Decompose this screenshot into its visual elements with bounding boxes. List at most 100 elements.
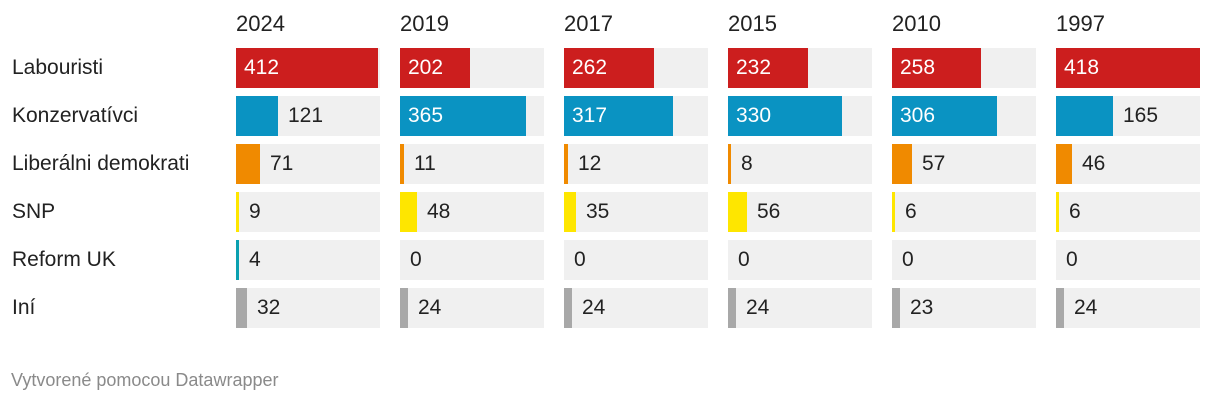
value-label: 418 (1064, 56, 1100, 79)
bar (1056, 96, 1113, 136)
column-header-1997: 1997 (1056, 11, 1105, 36)
value-label: 35 (586, 200, 610, 223)
cell-background (400, 144, 544, 184)
bar (1056, 144, 1072, 184)
bar (400, 48, 470, 88)
bar (728, 144, 731, 184)
value-label: 71 (270, 152, 294, 175)
row-label: SNP (12, 200, 56, 223)
row-label: Labouristi (12, 56, 104, 79)
cell-background (400, 288, 544, 328)
value-label: 57 (922, 152, 946, 175)
cell-background (892, 144, 1036, 184)
cell-background (1056, 240, 1200, 280)
value-label: 24 (1074, 296, 1098, 319)
bar (400, 144, 404, 184)
cell-background (1056, 192, 1200, 232)
value-label: 0 (574, 248, 586, 271)
cell-background (892, 288, 1036, 328)
value-label: 202 (408, 56, 444, 79)
value-label: 306 (900, 104, 936, 127)
bar (400, 96, 526, 136)
cell-background (236, 144, 380, 184)
value-label: 330 (736, 104, 772, 127)
cell-background (564, 144, 708, 184)
bar (564, 48, 654, 88)
cell-background (892, 192, 1036, 232)
bar (728, 192, 747, 232)
row-label: Iní (12, 296, 36, 319)
column-header-2017: 2017 (564, 11, 613, 36)
value-label: 48 (427, 200, 451, 223)
value-label: 24 (582, 296, 606, 319)
row-label: Konzervatívci (12, 104, 139, 127)
cell-background (400, 240, 544, 280)
value-label: 6 (905, 200, 917, 223)
cell-background (892, 240, 1036, 280)
bar (892, 48, 981, 88)
bar (236, 48, 378, 88)
cell-background (728, 192, 872, 232)
bar (1056, 48, 1200, 88)
bar (564, 288, 572, 328)
cell-background (236, 240, 380, 280)
row-label: Liberálni demokrati (12, 152, 190, 175)
bar (564, 96, 673, 136)
bar (892, 192, 895, 232)
bar (1056, 192, 1059, 232)
bar (892, 144, 912, 184)
bar (400, 192, 417, 232)
value-label: 121 (288, 104, 324, 127)
value-label: 9 (249, 200, 261, 223)
value-label: 32 (257, 296, 281, 319)
cell-background (564, 240, 708, 280)
value-label: 8 (741, 152, 753, 175)
bar (892, 288, 900, 328)
cell-background (564, 288, 708, 328)
cell-background (236, 288, 380, 328)
cell-background (400, 192, 544, 232)
value-label: 317 (572, 104, 608, 127)
cell-background (728, 144, 872, 184)
cell-background (728, 288, 872, 328)
cell-background (1056, 288, 1200, 328)
value-label: 412 (244, 56, 280, 79)
column-header-2010: 2010 (892, 11, 941, 36)
value-label: 56 (757, 200, 781, 223)
value-label: 0 (410, 248, 422, 271)
footer-credit: Vytvorené pomocou Datawrapper (11, 370, 279, 390)
value-label: 165 (1123, 104, 1159, 127)
value-label: 4 (249, 248, 261, 271)
bar (892, 96, 997, 136)
value-label: 0 (902, 248, 914, 271)
bar (236, 144, 260, 184)
value-label: 24 (746, 296, 770, 319)
bar (728, 96, 842, 136)
bar (1056, 288, 1064, 328)
bar (236, 240, 239, 280)
bar (564, 144, 568, 184)
column-header-2024: 2024 (236, 11, 285, 36)
row-label: Reform UK (12, 248, 116, 271)
value-label: 0 (738, 248, 750, 271)
value-label: 232 (736, 56, 772, 79)
value-label: 24 (418, 296, 442, 319)
bar (728, 288, 736, 328)
cell-background (1056, 144, 1200, 184)
bar (400, 288, 408, 328)
bar (236, 96, 278, 136)
value-label: 258 (900, 56, 936, 79)
value-label: 6 (1069, 200, 1081, 223)
cell-background (236, 192, 380, 232)
value-label: 12 (578, 152, 602, 175)
bar (236, 192, 239, 232)
bar (728, 48, 808, 88)
value-label: 46 (1082, 152, 1106, 175)
value-label: 11 (414, 152, 436, 175)
value-label: 262 (572, 56, 608, 79)
column-header-2019: 2019 (400, 11, 449, 36)
value-label: 23 (910, 296, 934, 319)
bar (564, 192, 576, 232)
value-label: 0 (1066, 248, 1078, 271)
value-label: 365 (408, 104, 444, 127)
